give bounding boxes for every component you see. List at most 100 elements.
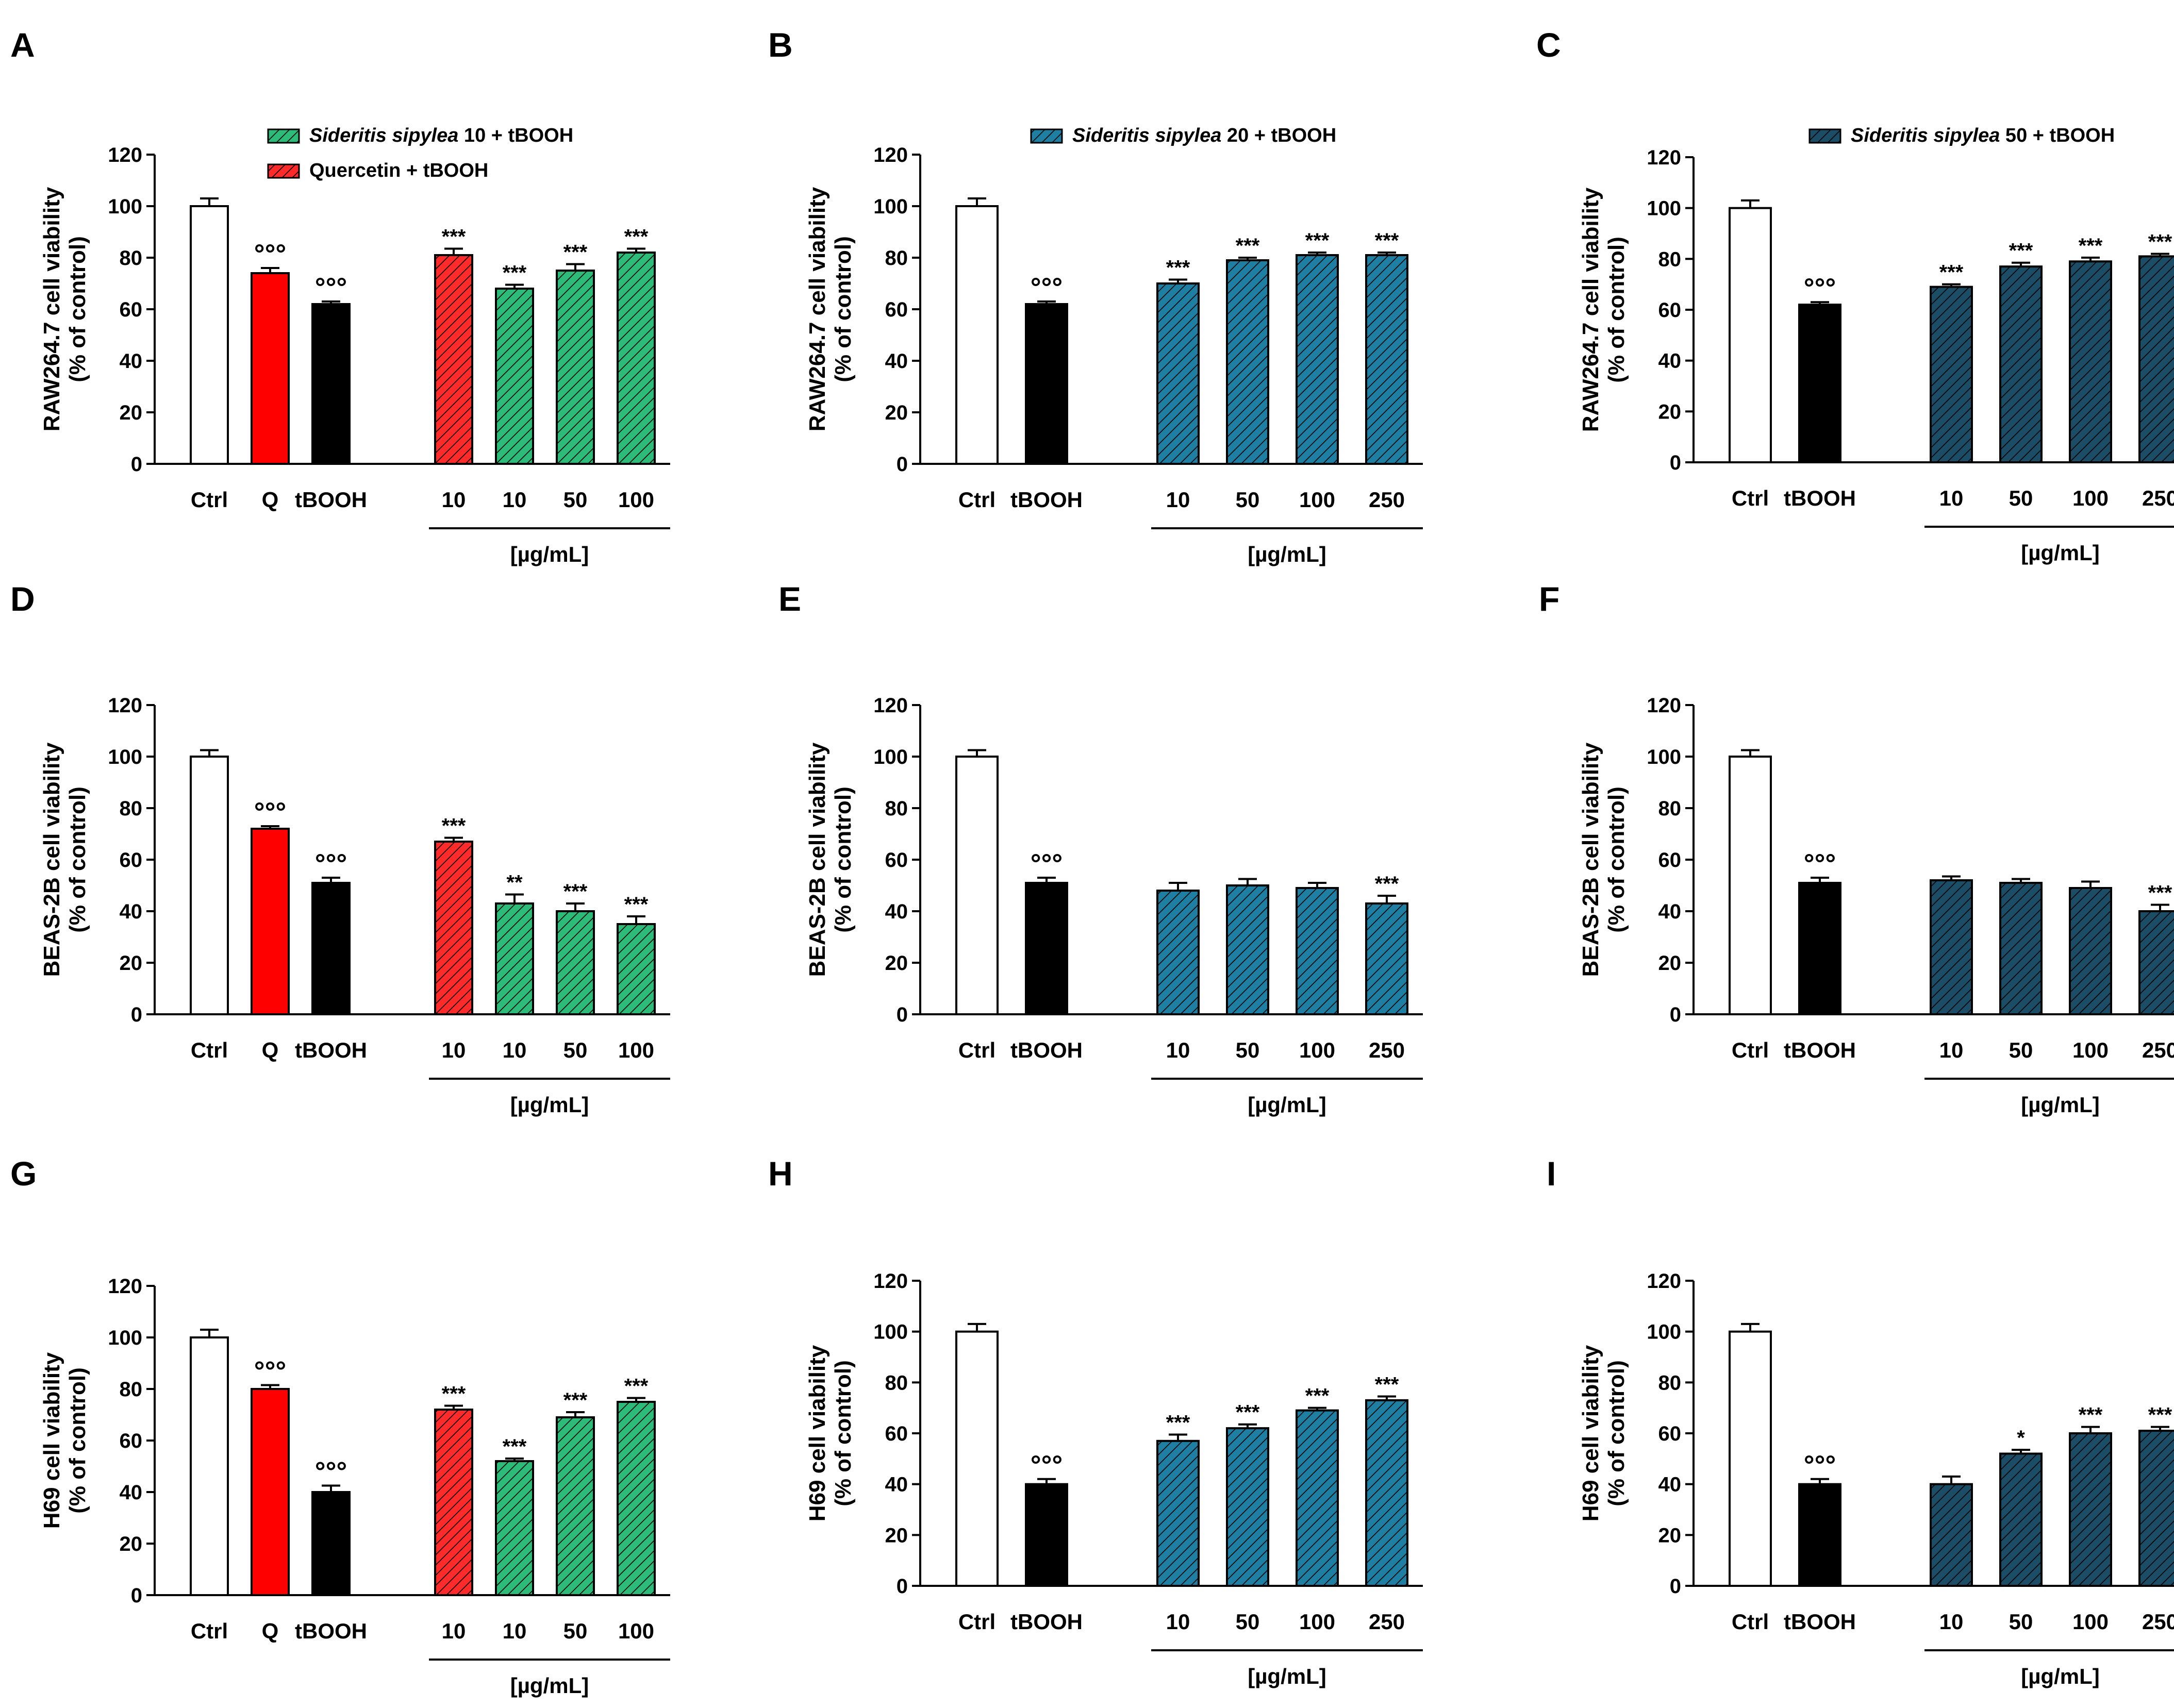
y-tick-label: 20 [1658,952,1682,975]
significance-mark: *** [1236,235,1260,257]
x-tick-label: 100 [2072,1038,2109,1062]
x-tick-label: 10 [1166,1038,1190,1062]
x-tick-label: Q [262,1619,279,1643]
panel-letter: E [778,580,801,618]
significance-mark: °°° [254,239,286,269]
bar [1930,1483,1973,1587]
significance-mark: ** [506,872,523,894]
bar [1729,207,1772,463]
x-tick-label: 10 [1166,1610,1190,1634]
bar [1296,887,1339,1015]
x-tick-label: Ctrl [958,1610,995,1634]
y-tick-label: 120 [1647,146,1681,169]
panel-E: E 0 20 40 60 80 100 120 BEAS-2B cell viability (%… [778,580,1423,1117]
bar [190,756,229,1015]
y-axis-label: BEAS-2B cell viability [1578,742,1603,977]
y-tick-label: 0 [897,1575,908,1598]
y-tick-label: 120 [1647,1270,1681,1293]
x-tick-label: 10 [1939,1610,1964,1634]
y-tick-label: 80 [885,247,908,270]
bar [2069,260,2112,463]
y-tick-label: 40 [1658,900,1682,923]
panel-B: B 0 20 40 60 80 100 120 RAW264.7 cell viability(… [768,26,1423,566]
y-tick-label: 80 [885,1371,908,1394]
panel-G: G 0 20 40 60 80 100 120 H69 cell viability (% of … [10,1154,670,1698]
bar [495,1460,534,1596]
bar [556,270,595,465]
y-axis-label-unit: (% of control) [831,786,856,933]
y-tick-label: 0 [897,1003,908,1026]
y-tick-label: 20 [1658,1524,1682,1547]
y-tick-label: 0 [1670,1575,1681,1598]
y-axis-label: H69 cell viability [1578,1345,1603,1521]
bar [1999,1452,2043,1587]
x-tick-label: 10 [442,1038,466,1062]
significance-mark: *** [1236,1401,1260,1424]
bar [955,1330,999,1587]
y-tick-label: 40 [120,900,143,923]
y-tick-label: 0 [131,1003,142,1026]
y-axis-label: H69 cell viability [805,1345,830,1521]
significance-mark: °°° [254,797,286,827]
y-tick-label: 60 [885,849,908,872]
y-tick-label: 100 [1647,746,1681,768]
bar [1729,756,1772,1015]
y-tick-label: 120 [873,1270,908,1293]
y-tick-label: 60 [1658,299,1682,322]
x-tick-label: Ctrl [191,488,228,512]
bar [955,756,999,1015]
significance-mark: °°° [254,1357,286,1386]
x-tick-label: 250 [2142,1610,2174,1634]
x-tick-label: 10 [1939,486,1964,510]
y-tick-label: 0 [131,453,142,476]
x-tick-label: tBOOH [1010,488,1083,512]
bar [251,272,290,465]
x-tick-label: Ctrl [191,1038,228,1062]
bar [556,910,595,1015]
bar [1296,1409,1339,1587]
significance-mark: °°° [1031,849,1063,879]
bar [1156,890,1200,1015]
significance-mark: °°° [1031,1450,1063,1480]
y-axis-label-unit: (% of control) [65,786,90,933]
bar [1930,879,1973,1015]
y-axis-label-unit: (% of control) [1604,1360,1629,1506]
legend-swatch [267,128,300,144]
x-tick-label: 10 [442,1619,466,1643]
y-tick-label: 60 [1658,1422,1682,1445]
bar [1025,882,1068,1015]
x-tick-label: Ctrl [958,488,995,512]
bar [495,902,534,1015]
significance-mark: *** [2079,1404,2103,1427]
x-tick-label: 10 [503,488,527,512]
significance-mark: *** [1305,229,1330,252]
x-tick-label: 10 [503,1038,527,1062]
y-tick-label: 40 [120,350,143,373]
legend-label: Quercetin + tBOOH [309,160,488,181]
bar [1798,882,1841,1015]
bar [1798,1483,1841,1587]
y-tick-label: 120 [108,694,142,717]
x-tick-label: tBOOH [1010,1038,1083,1062]
panel-letter: A [10,26,35,64]
significance-mark: *** [2148,882,2172,905]
x-tick-label: 50 [563,1038,588,1062]
bar [190,1336,229,1596]
x-tick-label: 10 [1939,1038,1964,1062]
panel-F: F 0 20 40 60 80 100 120 BEAS-2B cell viability (%… [1539,580,2174,1117]
y-tick-label: 60 [120,1430,143,1452]
bar [434,254,473,465]
unit-label: [µg/mL] [1248,1093,1326,1117]
significance-mark: *** [1166,257,1190,279]
x-tick-label: Ctrl [958,1038,995,1062]
panel-letter: I [1547,1154,1556,1193]
y-tick-label: 60 [1658,849,1682,872]
significance-mark: °°° [315,849,347,879]
bar [1025,1483,1068,1587]
panel-D: D 0 20 40 60 80 100 120 BEAS-2B cell viability (%… [10,580,670,1117]
y-tick-label: 20 [120,401,143,424]
y-axis-label: RAW264.7 cell viability [805,187,830,431]
x-tick-label: 10 [503,1619,527,1643]
unit-label: [µg/mL] [2021,541,2100,565]
